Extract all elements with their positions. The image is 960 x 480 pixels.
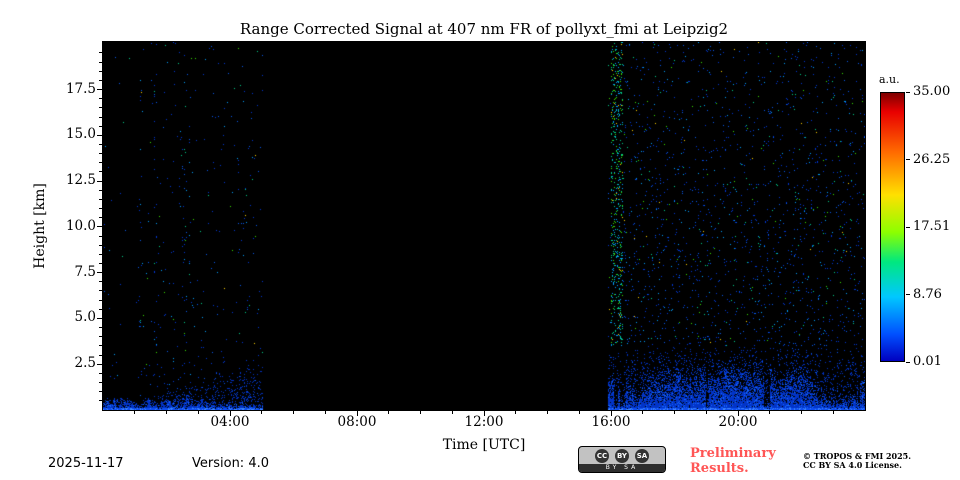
x-minor-tick <box>674 411 675 414</box>
y-tick-label: 2.5 <box>74 355 96 372</box>
y-tick-label: 10.0 <box>65 217 96 234</box>
x-minor-tick <box>832 411 834 414</box>
colorbar-gradient <box>880 92 905 362</box>
colorbar-tick <box>906 361 910 363</box>
x-major-tick <box>229 411 231 416</box>
x-major-tick <box>610 411 612 416</box>
colorbar-tick-label: 35.00 <box>913 84 951 99</box>
y-axis-label: Height [km] <box>32 183 48 269</box>
x-minor-tick <box>769 411 771 414</box>
preliminary-line2: Results. <box>690 461 749 476</box>
preliminary-results-note: Preliminary Results. <box>690 446 776 476</box>
cc-sa-icon: SA <box>635 449 649 463</box>
x-axis-label: Time [UTC] <box>442 437 526 453</box>
colorbar-tick-label: 26.25 <box>913 151 951 167</box>
colorbar-tick-label: 8.76 <box>913 286 942 302</box>
version-label: Version: 4.0 <box>192 456 269 471</box>
colorbar-tick-label: 0.01 <box>913 354 942 369</box>
cc-icon: CC <box>595 449 609 463</box>
x-tick-label: 16:00 <box>591 414 631 430</box>
cc-badge-icons: CC BY SA <box>579 449 665 463</box>
colorbar-tick <box>906 294 910 295</box>
colorbar-tick-label: 17.51 <box>913 219 951 234</box>
x-minor-tick <box>705 411 707 414</box>
copyright-note: © TROPOS & FMI 2025. CC BY SA 4.0 Licens… <box>803 452 911 470</box>
x-minor-tick <box>324 411 326 414</box>
cc-by-icon: BY <box>615 449 629 463</box>
preliminary-line1: Preliminary <box>690 446 776 461</box>
plot-area <box>102 41 866 411</box>
colorbar-tick <box>906 91 910 93</box>
y-tick-label: 5.0 <box>74 309 96 326</box>
date-label: 2025-11-17 <box>48 456 124 471</box>
copyright-line1: © TROPOS & FMI 2025. <box>803 451 912 461</box>
chart-title: Range Corrected Signal at 407 nm FR of p… <box>239 20 729 38</box>
y-tick-label: 17.5 <box>65 80 96 97</box>
x-major-tick <box>356 411 358 416</box>
colorbar-tick <box>906 226 910 228</box>
x-minor-tick <box>293 411 294 414</box>
x-tick-label: 08:00 <box>337 414 377 430</box>
x-tick-label: 20:00 <box>718 414 758 430</box>
x-minor-tick <box>166 411 167 414</box>
copyright-line2: CC BY SA 4.0 License. <box>803 460 902 470</box>
x-minor-tick <box>261 411 263 414</box>
x-minor-tick <box>420 411 421 414</box>
colorbar-tick <box>906 159 910 160</box>
heatmap-canvas <box>103 42 865 410</box>
x-minor-tick <box>388 411 390 414</box>
x-major-tick <box>737 411 739 416</box>
y-tick-label: 12.5 <box>65 172 96 189</box>
x-tick-label: 04:00 <box>210 414 250 430</box>
x-minor-tick <box>642 411 644 414</box>
x-minor-tick <box>134 411 136 414</box>
x-major-tick <box>483 411 485 416</box>
x-minor-tick <box>547 411 548 414</box>
x-tick-label: 12:00 <box>464 414 504 430</box>
x-minor-tick <box>515 411 517 414</box>
x-minor-tick <box>578 411 580 414</box>
x-minor-tick <box>197 411 199 414</box>
y-tick-label: 7.5 <box>74 263 96 280</box>
cc-license-badge: CC BY SA BY SA <box>578 446 666 473</box>
x-minor-tick <box>451 411 453 414</box>
x-minor-tick <box>801 411 802 414</box>
cc-badge-caption: BY SA <box>579 464 665 472</box>
colorbar-unit-label: a.u. <box>879 73 900 86</box>
y-tick-label: 15.0 <box>65 126 96 143</box>
